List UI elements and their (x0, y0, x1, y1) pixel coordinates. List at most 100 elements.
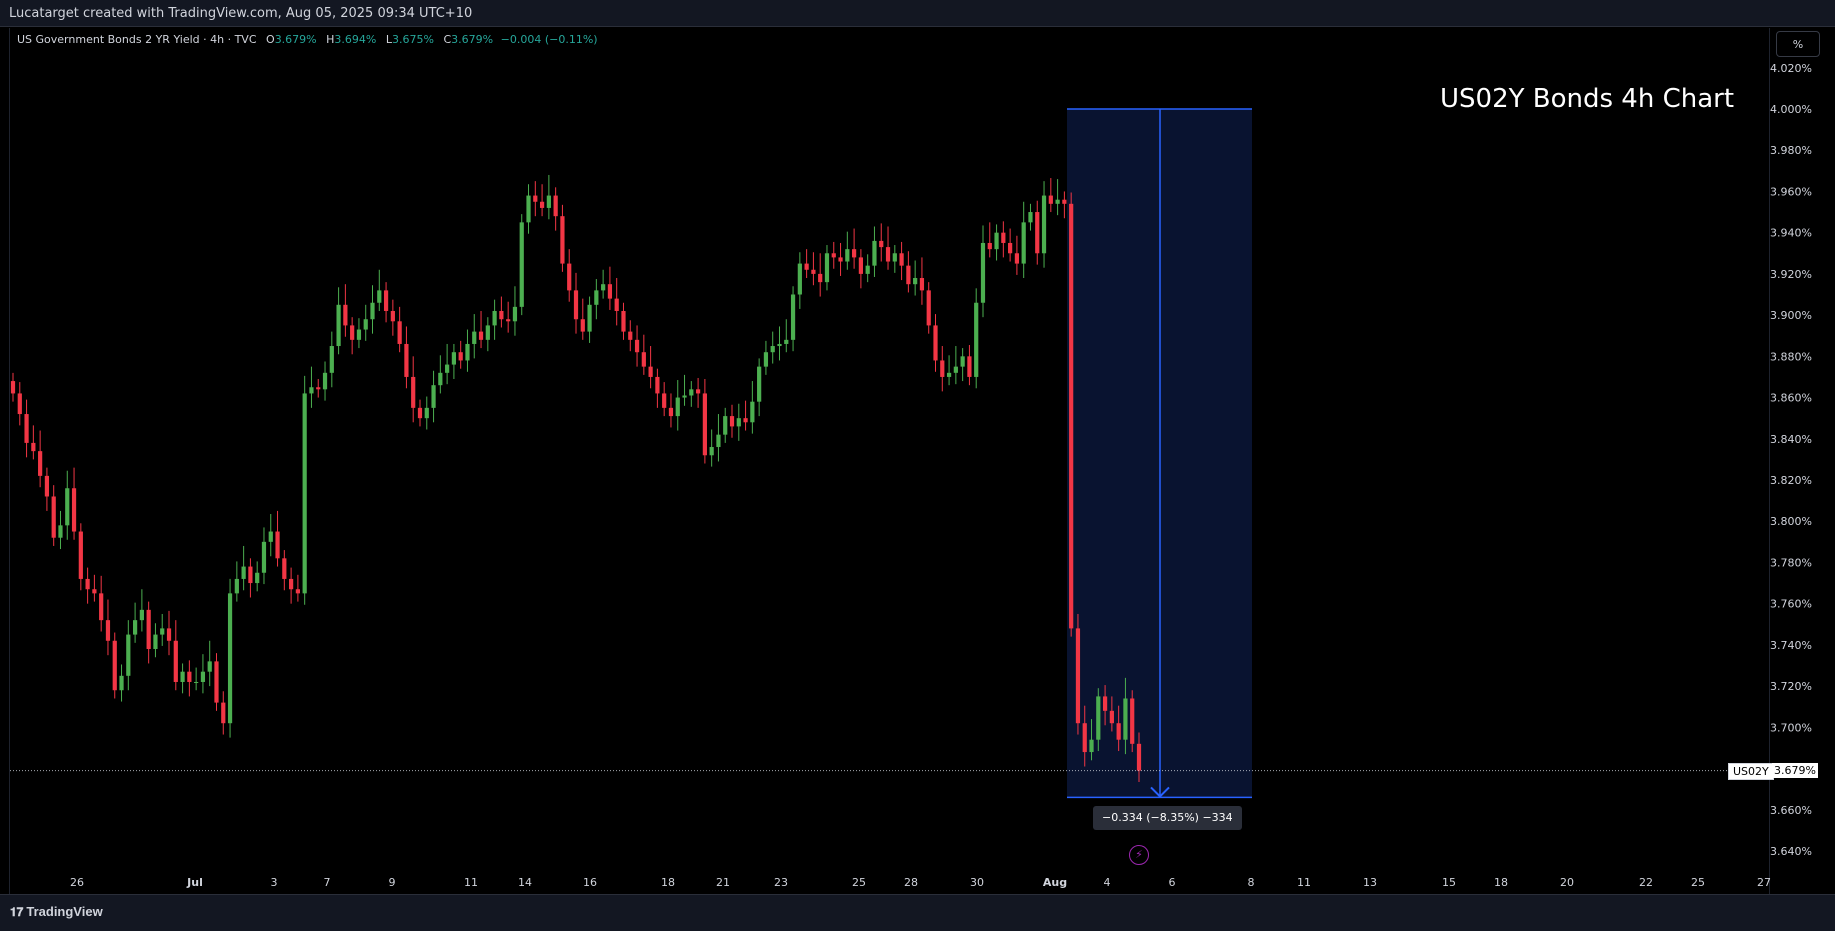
candle-body (316, 387, 321, 390)
candle-body (295, 589, 300, 594)
candle-body (417, 407, 423, 419)
candle-body (234, 578, 239, 594)
candle-body (268, 531, 273, 542)
candle-body (655, 376, 660, 394)
candle-body (99, 593, 104, 621)
candle-body (194, 681, 199, 683)
x-tick-label: 14 (518, 876, 532, 889)
candle-body (119, 675, 124, 691)
y-tick-label: 3.980% (1770, 144, 1812, 157)
candle-body (160, 628, 165, 635)
candle-body (397, 321, 402, 344)
candle-body (770, 346, 775, 353)
candle-body (44, 475, 50, 497)
y-tick-label: 3.720% (1770, 680, 1812, 693)
candle-body (200, 671, 206, 682)
candle-body (729, 416, 735, 427)
y-tick-label: 3.780% (1770, 556, 1812, 569)
candle-body (309, 387, 314, 394)
candle-body (214, 661, 219, 703)
candle-body (207, 661, 212, 672)
candle-body (519, 222, 524, 307)
candle-body (1069, 203, 1074, 629)
chart-annotation-title[interactable]: US02Y Bonds 4h Chart (1440, 84, 1735, 114)
legend-symbol[interactable]: US Government Bonds 2 YR Yield · 4h · TV… (17, 33, 257, 46)
measure-tool-label: −0.334 (−8.35%) −334 (1093, 806, 1242, 830)
candle-body (1048, 195, 1053, 204)
candle-body (85, 578, 90, 590)
candle-body (431, 385, 436, 408)
candle-body (261, 541, 267, 573)
candle-body (58, 525, 63, 538)
candle-body (648, 366, 653, 377)
candle-body (1082, 723, 1087, 753)
candle-body (940, 360, 945, 377)
candle-body (790, 294, 796, 340)
candle-body (1109, 710, 1114, 724)
candle-body (146, 609, 151, 650)
y-tick-label: 3.920% (1770, 268, 1812, 281)
lightning-icon[interactable]: ⚡ (1129, 845, 1149, 865)
candle-body (126, 634, 131, 676)
x-tick-label: 25 (1691, 876, 1705, 889)
candle-body (1055, 199, 1060, 204)
candle-body (953, 366, 958, 373)
candle-body (404, 343, 409, 377)
candle-body (499, 310, 504, 320)
candle-body (132, 620, 138, 635)
x-tick-label: 3 (271, 876, 278, 889)
candle-body (614, 298, 619, 311)
candle-body (350, 325, 355, 340)
candle-body (634, 339, 640, 353)
candle-body (811, 269, 816, 274)
candle-body (845, 249, 850, 262)
candle-body (248, 566, 253, 584)
candle-body (78, 531, 83, 579)
candle-body (458, 352, 463, 361)
candle-body (1116, 723, 1121, 740)
legend-close-value: 3.679% (451, 33, 494, 46)
y-tick-label: 3.960% (1770, 185, 1812, 198)
candle-body (255, 572, 260, 584)
candle-body (38, 451, 43, 476)
candle-body (289, 578, 294, 590)
candle-body (879, 240, 884, 248)
candle-body (838, 257, 843, 262)
x-tick-label: 4 (1104, 876, 1111, 889)
candle-body (804, 263, 809, 270)
tradingview-logo[interactable]: 𝟏𝟕 TradingView (10, 904, 103, 920)
logo-icon: 𝟏𝟕 (10, 905, 24, 919)
candle-body (709, 447, 714, 456)
candle-body (567, 263, 572, 291)
last-price-tag: 3.679% (1772, 763, 1818, 778)
candle-body (10, 381, 16, 394)
chart-caption-bar: Lucatarget created with TradingView.com,… (0, 0, 1835, 27)
candle-body (933, 325, 938, 361)
candle-body (607, 284, 613, 299)
candle-body (390, 310, 395, 322)
x-tick-label: 13 (1363, 876, 1377, 889)
x-tick-label: 6 (1169, 876, 1176, 889)
candle-body (424, 407, 429, 419)
candle-body (865, 265, 870, 274)
candle-body (899, 253, 904, 266)
percent-scale-button[interactable]: % (1776, 31, 1820, 57)
y-tick-label: 3.900% (1770, 309, 1812, 322)
candle-body (336, 304, 341, 347)
candle-body (17, 393, 22, 415)
legend-open-label: O (266, 33, 275, 46)
candle-body (241, 566, 246, 579)
candle-body (1021, 222, 1026, 264)
candle-body (974, 302, 979, 377)
candle-body (668, 407, 674, 417)
y-tick-label: 4.020% (1770, 62, 1812, 75)
x-tick-label: 8 (1248, 876, 1255, 889)
candle-body (329, 346, 334, 373)
candle-body (967, 356, 972, 377)
candle-body (411, 376, 416, 408)
candle-body (187, 671, 192, 682)
price-scale-border (1769, 28, 1770, 894)
legend-low-label: L (385, 33, 393, 46)
candle-body (282, 558, 287, 579)
